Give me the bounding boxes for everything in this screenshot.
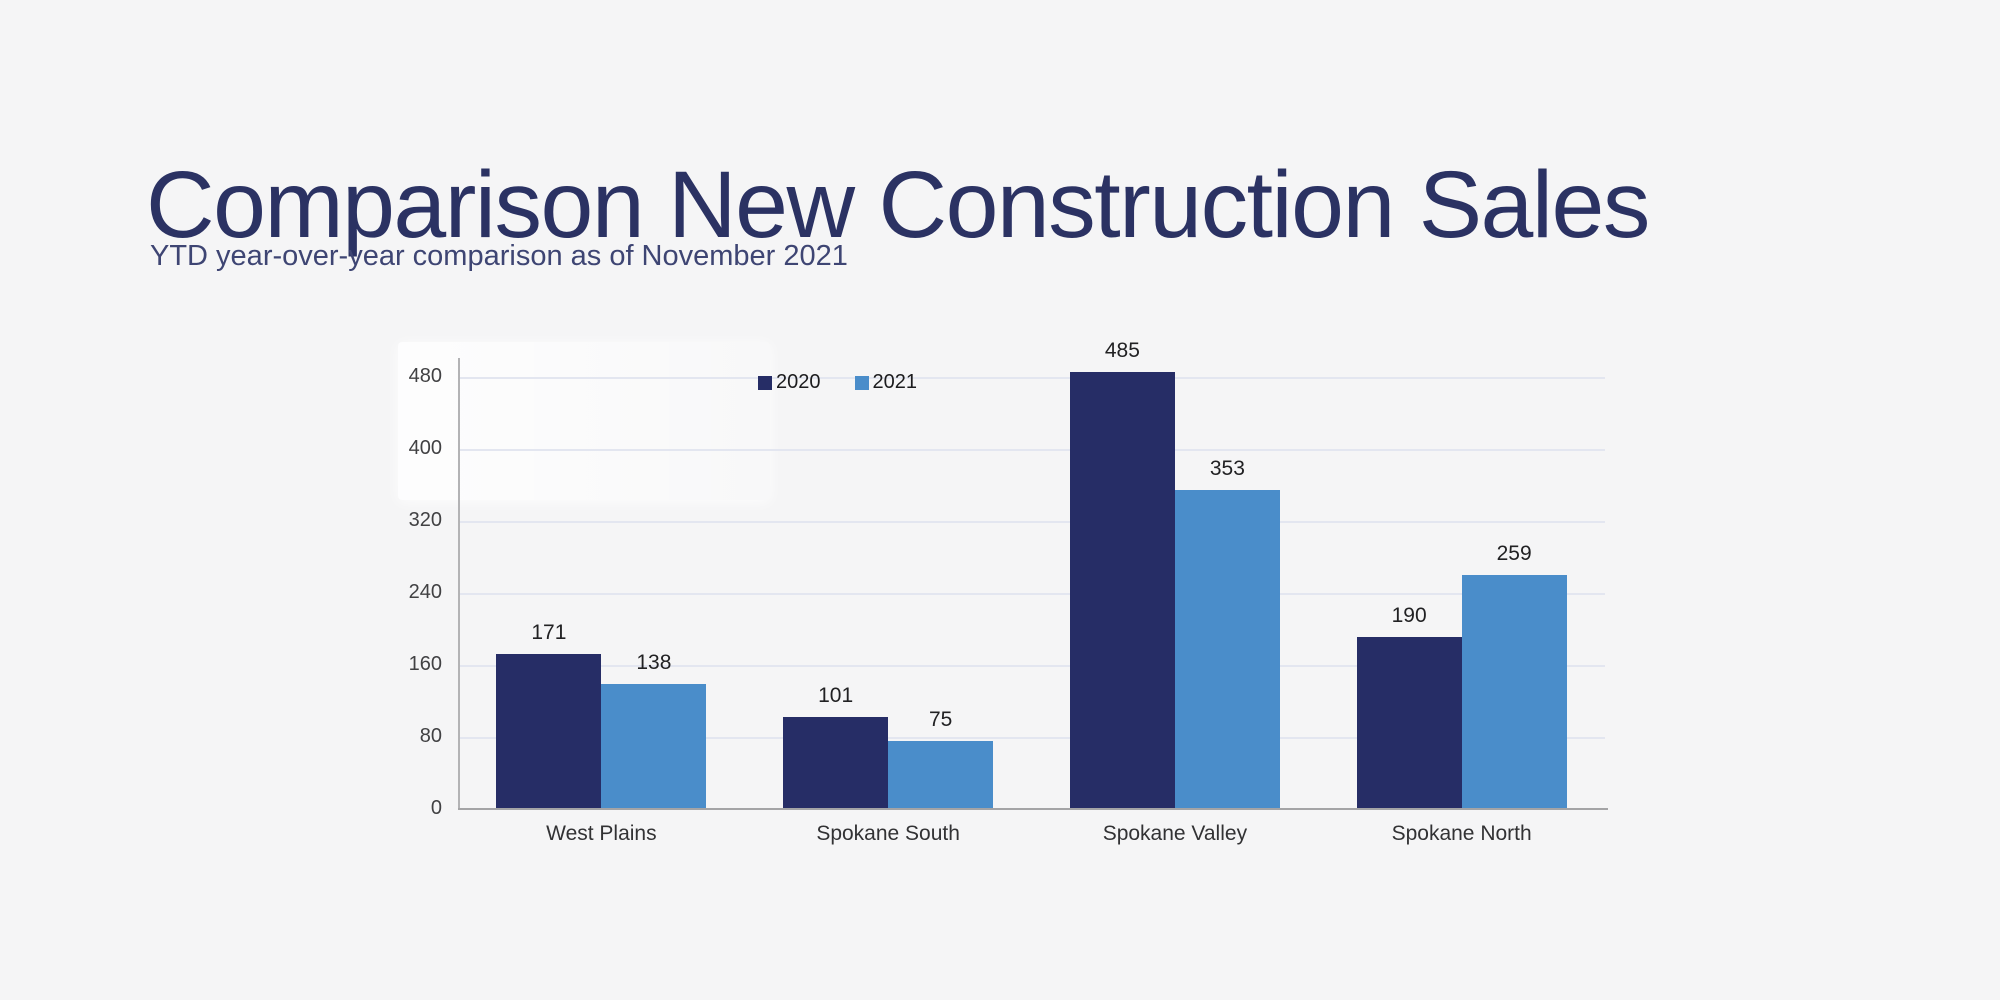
bar-2020-spokane-south (783, 717, 889, 808)
value-label-2021-west-plains: 138 (636, 650, 672, 674)
gridline-480 (458, 377, 1605, 379)
legend-swatch-2020 (758, 375, 772, 390)
legend-item-2020: 2020 (758, 371, 821, 394)
y-tick-label-320: 320 (408, 509, 442, 531)
y-tick-label-240: 240 (408, 581, 442, 603)
bar-2021-spokane-valley (1174, 490, 1280, 808)
gridline-240 (458, 593, 1605, 595)
category-label-spokane-north: Spokane North (1391, 822, 1532, 845)
bar-2020-spokane-valley (1069, 371, 1175, 808)
page-subtitle: YTD year-over-year comparison as of Nove… (150, 240, 848, 272)
bar-2020-west-plains (496, 654, 602, 808)
y-tick-label-400: 400 (408, 437, 442, 459)
bar-2021-west-plains (601, 683, 707, 808)
category-label-west-plains: West Plains (546, 822, 657, 845)
bar-2021-spokane-north (1461, 574, 1567, 808)
value-label-2020-spokane-north: 190 (1391, 604, 1427, 627)
gridline-160 (458, 665, 1605, 667)
category-label-spokane-valley: Spokane Valley (1102, 822, 1248, 845)
x-axis-baseline (458, 808, 1608, 810)
gridline-80 (458, 737, 1605, 739)
y-tick-label-0: 0 (430, 797, 442, 819)
gridline-400 (458, 449, 1605, 451)
legend-label-2021: 2021 (872, 371, 918, 393)
y-tick-label-80: 80 (419, 725, 442, 747)
legend-label-2020: 2020 (776, 371, 821, 393)
background-highlight-panel (398, 342, 770, 500)
y-tick-label-160: 160 (408, 653, 442, 675)
value-label-2021-spokane-north: 259 (1496, 541, 1532, 565)
value-label-2020-west-plains: 171 (531, 621, 567, 645)
bar-2021-spokane-south (888, 740, 994, 808)
y-tick-label-480: 480 (408, 365, 442, 387)
page-title: Comparison New Construction Sales (146, 151, 1650, 258)
gridline-320 (458, 521, 1605, 523)
bar-chart: 2020 2021 0 80 160 240 320 400 480 171 138 West Pl… (409, 339, 1608, 845)
value-label-2020-spokane-south: 101 (818, 684, 854, 708)
value-label-2021-spokane-valley: 353 (1209, 457, 1245, 481)
category-label-spokane-south: Spokane South (816, 822, 960, 845)
value-label-2020-spokane-valley: 485 (1104, 338, 1140, 362)
value-label-2021-spokane-south: 75 (928, 707, 953, 731)
legend-swatch-2021 (854, 375, 869, 390)
chart-legend: 2020 2021 (758, 371, 917, 394)
y-axis-line (458, 358, 460, 810)
legend-item-2021: 2021 (854, 371, 918, 394)
bar-2020-spokane-north (1356, 637, 1462, 808)
